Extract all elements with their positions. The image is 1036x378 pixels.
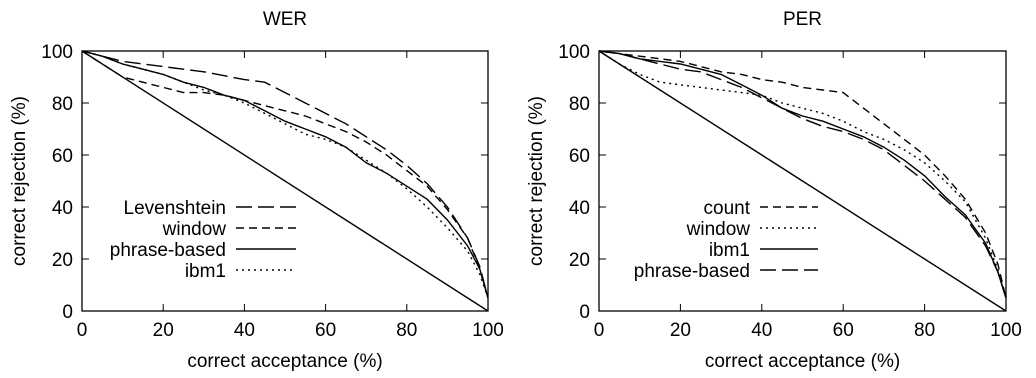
legend-label: count <box>704 198 751 219</box>
plot-frame <box>598 50 1007 312</box>
per-chart: PER 0 20 40 60 80 100 0 20 40 60 80 100 correct accep… <box>526 9 1022 372</box>
series-line-phrase-based <box>81 50 489 299</box>
x-tick-label: 40 <box>234 320 255 341</box>
x-tick-label: 60 <box>833 320 854 341</box>
x-axis-label: correct acceptance (%) <box>187 351 382 372</box>
y-tick-label: 40 <box>52 198 73 219</box>
series-line-phrase-based <box>598 50 1007 299</box>
chart-title: WER <box>263 9 307 30</box>
x-tick-label: 0 <box>77 320 88 341</box>
y-tick-label: 60 <box>569 146 590 167</box>
y-tick-label: 0 <box>62 302 73 323</box>
y-tick-label: 100 <box>41 42 73 63</box>
x-tick-label: 100 <box>472 320 504 341</box>
legend-label: phrase-based <box>634 261 750 282</box>
wer-chart: WER 0 20 40 60 80 100 0 20 40 60 80 100 correct accep… <box>9 9 504 372</box>
legend-label: phrase-based <box>110 240 226 261</box>
y-axis-label: correct rejection (%) <box>526 96 547 266</box>
chart-title: PER <box>783 9 822 30</box>
x-tick-label: 20 <box>670 320 691 341</box>
y-tick-label: 0 <box>579 302 590 323</box>
legend-label: ibm1 <box>709 240 750 261</box>
y-tick-label: 40 <box>569 198 590 219</box>
y-tick-label: 20 <box>569 250 590 271</box>
y-axis-label: correct rejection (%) <box>9 96 30 266</box>
y-tick-label: 80 <box>52 94 73 115</box>
x-axis-label: correct acceptance (%) <box>705 351 900 372</box>
series-line-window <box>598 50 1007 299</box>
series-line-unnamed <box>598 50 1007 312</box>
series-line-unnamed <box>81 50 489 312</box>
y-tick-label: 80 <box>569 94 590 115</box>
series-line-Levenshtein <box>81 50 489 299</box>
x-tick-label: 0 <box>594 320 605 341</box>
series-line-count <box>598 50 1007 299</box>
plot-frame <box>81 50 489 312</box>
series-line-window <box>81 50 489 299</box>
y-tick-label: 60 <box>52 146 73 167</box>
x-tick-label: 80 <box>914 320 935 341</box>
x-tick-label: 80 <box>396 320 417 341</box>
x-tick-label: 100 <box>990 320 1022 341</box>
series-line-ibm1 <box>81 50 489 299</box>
series-line-ibm1 <box>598 50 1007 299</box>
legend-label: window <box>686 219 751 240</box>
legend-label: ibm1 <box>185 261 226 282</box>
legend-label: window <box>162 219 227 240</box>
x-tick-label: 60 <box>315 320 336 341</box>
legend-label: Levenshtein <box>124 198 226 219</box>
x-tick-label: 20 <box>153 320 174 341</box>
y-tick-label: 20 <box>52 250 73 271</box>
x-tick-label: 40 <box>751 320 772 341</box>
y-tick-label: 100 <box>558 42 590 63</box>
